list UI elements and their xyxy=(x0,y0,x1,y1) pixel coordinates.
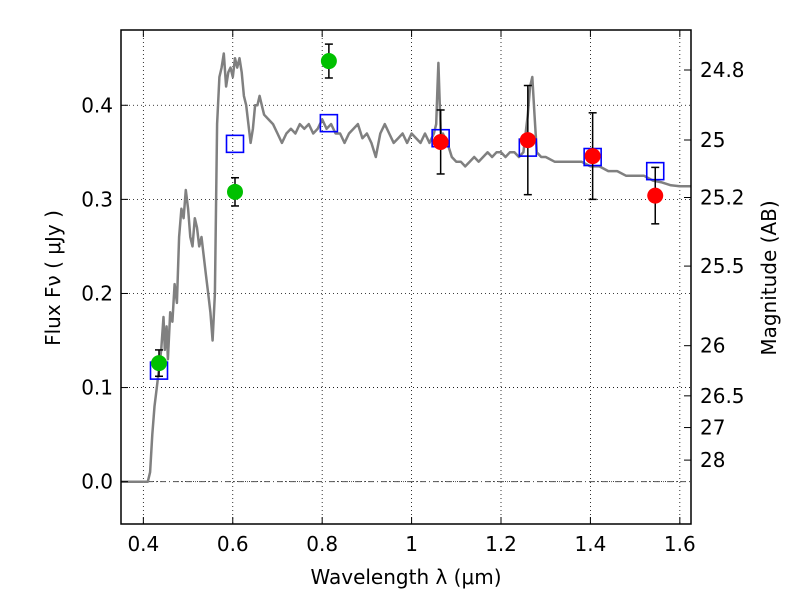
grid-lines xyxy=(121,30,691,524)
model-spectrum-line xyxy=(121,52,691,483)
magnitude-tick-label: 28 xyxy=(700,448,725,472)
magnitude-tick-label: 25.2 xyxy=(700,185,745,209)
y-tick-label: 0.2 xyxy=(81,281,113,305)
observed-flux-point xyxy=(151,355,167,372)
plot-frame xyxy=(120,29,692,525)
x-axis-label: Wavelength λ (μm) xyxy=(310,565,501,589)
axis-ticks: 0.4 0.6 0.8 1 1.2 1.4 1.6 0.0 0.1 0.2 0.3 0.4 24.8 25… xyxy=(81,30,745,556)
observed-flux-point xyxy=(647,187,664,204)
plot-area xyxy=(121,43,691,483)
y-tick-label: 0.4 xyxy=(81,93,113,117)
model-flux-square xyxy=(319,113,339,133)
x-tick-label: 0.6 xyxy=(217,532,249,556)
observed-flux-point xyxy=(519,132,536,149)
y-tick-label: 0.1 xyxy=(81,376,113,400)
x-tick-label: 0.8 xyxy=(306,532,338,556)
x-tick-label: 1.2 xyxy=(485,532,517,556)
y-tick-label: 0.3 xyxy=(81,187,113,211)
observed-flux-point xyxy=(320,53,337,70)
y-tick-label: 0.0 xyxy=(81,470,113,494)
observed-flux-point xyxy=(227,183,243,200)
observed-flux-point xyxy=(584,148,601,165)
x-tick-label: 1 xyxy=(405,532,418,556)
magnitude-tick-label: 27 xyxy=(700,416,725,440)
magnitude-tick-label: 26 xyxy=(700,334,725,358)
x-tick-label: 1.4 xyxy=(575,532,607,556)
y-axis-label: Flux Fν ( μJy ) xyxy=(41,210,65,346)
magnitude-tick-label: 25.5 xyxy=(700,254,745,278)
magnitude-tick-label: 26.5 xyxy=(700,384,745,408)
x-tick-label: 1.6 xyxy=(664,532,696,556)
model-flux-square xyxy=(225,134,245,154)
magnitude-tick-label: 24.8 xyxy=(700,58,745,82)
magnitude-axis-label: Magnitude (AB) xyxy=(757,200,781,355)
magnitude-tick-label: 25 xyxy=(700,128,725,152)
x-tick-label: 0.4 xyxy=(127,532,159,556)
observed-flux-point xyxy=(432,133,449,150)
